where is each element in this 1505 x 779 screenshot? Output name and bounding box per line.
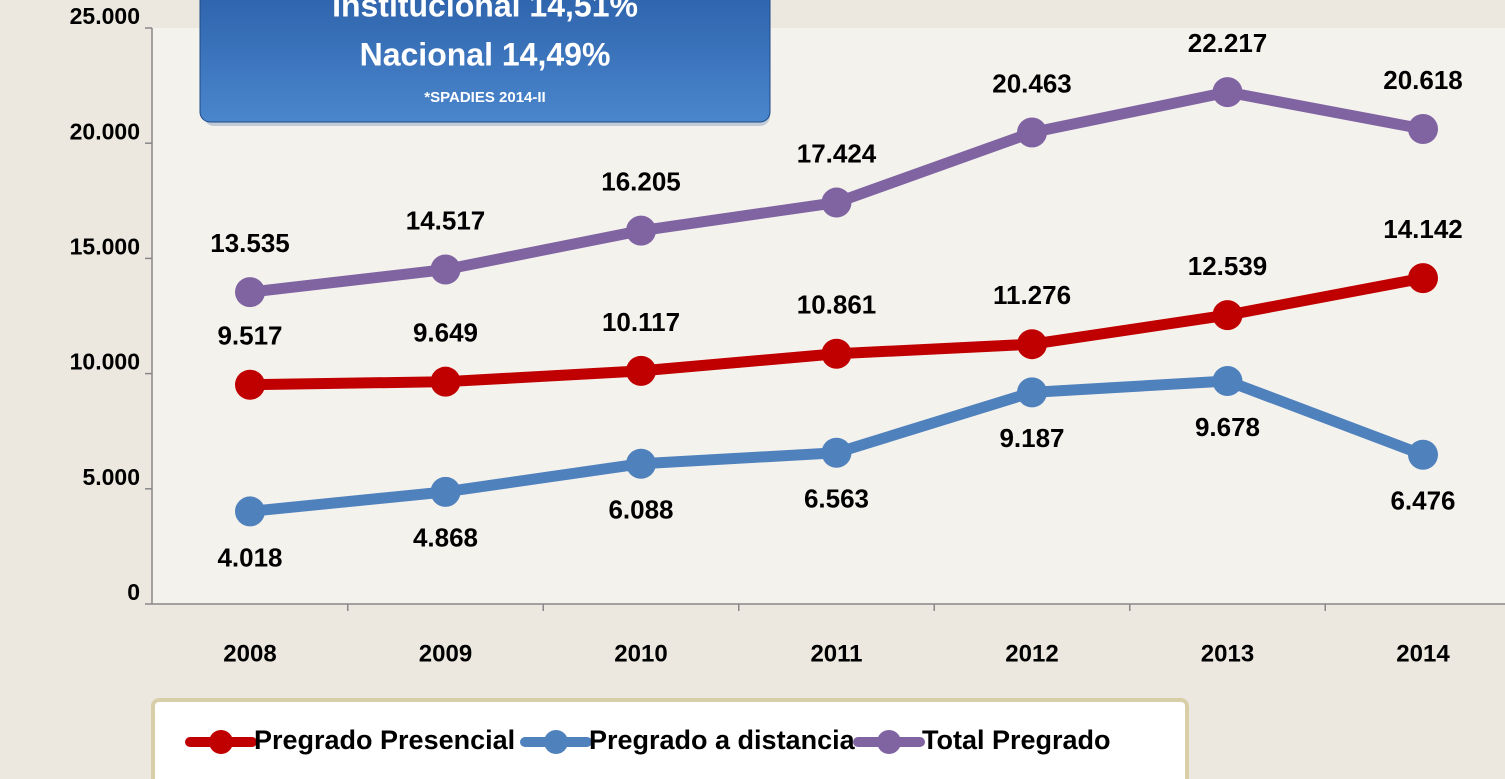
x-tick-label: 2008 bbox=[223, 640, 276, 667]
marker bbox=[1408, 263, 1438, 294]
y-tick-label: 25.000 bbox=[70, 3, 140, 29]
marker bbox=[821, 187, 852, 218]
annotation: *SPADIES 2014-II bbox=[424, 89, 545, 106]
y-tick-label: 10.000 bbox=[70, 349, 140, 375]
data-label: 14.517 bbox=[406, 205, 486, 235]
legend-marker bbox=[544, 730, 568, 754]
marker bbox=[1212, 300, 1243, 331]
marker bbox=[1408, 439, 1438, 470]
y-tick-label: 20.000 bbox=[70, 118, 140, 144]
data-label: 6.563 bbox=[804, 484, 869, 514]
marker bbox=[1408, 113, 1438, 144]
data-label: 10.861 bbox=[797, 290, 877, 320]
marker bbox=[1017, 329, 1047, 360]
marker bbox=[235, 369, 265, 400]
data-label: 22.217 bbox=[1188, 28, 1268, 58]
data-label: 10.117 bbox=[602, 307, 680, 337]
x-tick-label: 2011 bbox=[810, 640, 862, 667]
x-tick-label: 2014 bbox=[1396, 640, 1450, 667]
data-label: 14.142 bbox=[1383, 214, 1463, 244]
data-label: 13.535 bbox=[210, 228, 290, 258]
y-tick-label: 15.000 bbox=[70, 233, 140, 259]
y-tick-label: 0 bbox=[127, 579, 140, 605]
y-tick-label: 5.000 bbox=[82, 464, 140, 490]
marker bbox=[430, 254, 461, 285]
data-label: 20.618 bbox=[1383, 65, 1463, 95]
marker bbox=[626, 448, 656, 479]
data-label: 17.424 bbox=[797, 138, 877, 168]
marker bbox=[430, 476, 461, 507]
marker bbox=[821, 338, 852, 369]
data-label: 16.205 bbox=[601, 167, 681, 197]
marker bbox=[1017, 377, 1047, 408]
data-label: 9.187 bbox=[999, 423, 1064, 453]
annotation: Nacional 14,49% bbox=[360, 36, 611, 72]
x-tick-label: 2009 bbox=[419, 640, 472, 667]
data-label: 9.678 bbox=[1195, 412, 1260, 442]
marker bbox=[821, 437, 852, 468]
data-label: 6.476 bbox=[1390, 486, 1455, 516]
legend-marker bbox=[877, 730, 901, 754]
x-tick-label: 2010 bbox=[614, 640, 667, 667]
legend-label: Pregrado Presencial bbox=[254, 725, 515, 755]
data-label: 12.539 bbox=[1188, 251, 1268, 281]
legend-label: Total Pregrado bbox=[922, 725, 1111, 755]
legend-marker bbox=[209, 730, 233, 754]
marker bbox=[235, 496, 265, 527]
legend-label: Pregrado a distancia bbox=[589, 725, 856, 755]
data-label: 4.018 bbox=[217, 542, 282, 572]
data-label: 4.868 bbox=[413, 523, 478, 553]
x-tick-label: 2012 bbox=[1005, 640, 1058, 667]
data-label: 20.463 bbox=[992, 68, 1072, 98]
annotation-box bbox=[199, 0, 771, 123]
x-tick-label: 2013 bbox=[1201, 640, 1254, 667]
marker bbox=[626, 355, 656, 386]
marker bbox=[1017, 117, 1047, 148]
annotation: Institucional 14,51% bbox=[332, 0, 638, 23]
marker bbox=[1212, 77, 1243, 108]
marker bbox=[1212, 366, 1243, 397]
marker bbox=[430, 366, 461, 397]
data-label: 11.276 bbox=[993, 280, 1071, 310]
marker bbox=[235, 277, 265, 308]
legend-box bbox=[151, 698, 1189, 779]
data-label: 9.517 bbox=[217, 321, 282, 351]
data-label: 6.088 bbox=[608, 495, 673, 525]
data-label: 9.649 bbox=[413, 318, 478, 348]
marker bbox=[626, 215, 656, 246]
